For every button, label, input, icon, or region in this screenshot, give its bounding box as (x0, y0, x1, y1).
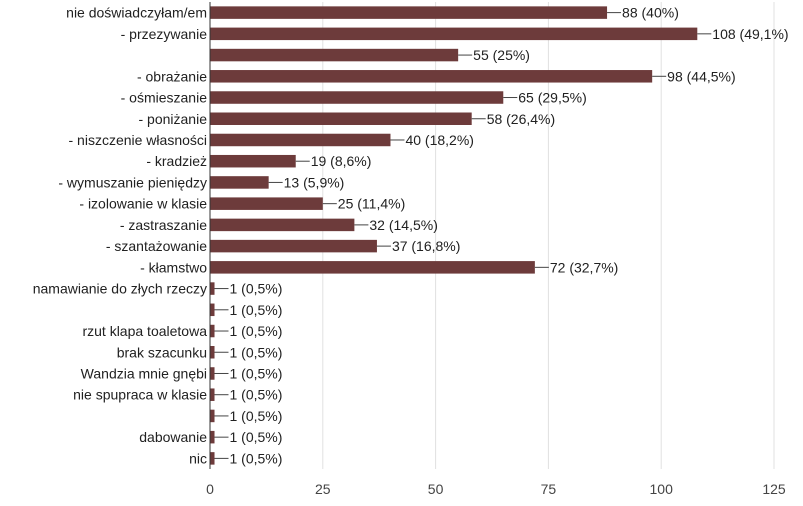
bar (210, 27, 698, 41)
bar (210, 176, 269, 189)
value-label: 1 (0,5%) (230, 365, 283, 381)
category-label: - kłamstwo (140, 259, 207, 275)
value-label: 58 (26,4%) (487, 111, 555, 127)
x-tick-labels: 0 25 50 75 100 125 (206, 481, 786, 497)
x-tick-label: 50 (428, 481, 444, 497)
bar (210, 409, 215, 423)
bar (210, 133, 391, 147)
bar (210, 112, 472, 125)
bar (210, 367, 215, 380)
category-label: nic (189, 450, 207, 466)
bar (210, 197, 323, 210)
category-label: nie spupraca w klasie (73, 387, 207, 403)
category-label: - obrażanie (137, 68, 207, 84)
x-tick-label: 25 (315, 481, 331, 497)
bar (210, 303, 215, 317)
value-label: 55 (25%) (473, 47, 530, 63)
category-label: brak szacunku (117, 344, 207, 360)
bar (210, 261, 535, 274)
value-label: 1 (0,5%) (230, 408, 283, 424)
value-label: 1 (0,5%) (230, 302, 283, 318)
bar (210, 324, 215, 338)
category-label: namawianie do złych rzeczy (33, 281, 207, 297)
value-label: 1 (0,5%) (230, 429, 283, 445)
value-label: 13 (5,9%) (284, 174, 345, 190)
category-label: - izolowanie w klasie (79, 196, 207, 212)
value-label: 37 (16,8%) (392, 238, 460, 254)
value-label: 1 (0,5%) (230, 387, 283, 403)
x-tick-label: 0 (206, 481, 214, 497)
x-tick-label: 125 (762, 481, 786, 497)
bar (210, 282, 215, 295)
bar (210, 218, 355, 232)
category-label: - ośmieszanie (121, 90, 208, 106)
bar (210, 430, 215, 444)
category-label: - zastraszanie (120, 217, 207, 233)
value-label: 65 (29,5%) (518, 90, 586, 106)
value-label: 19 (8,6%) (311, 153, 372, 169)
category-label: - szantażowanie (106, 238, 207, 254)
bar (210, 346, 215, 359)
bar (210, 91, 504, 104)
category-label: - przezywanie (121, 26, 208, 42)
category-label: rzut klapa toaletowa (82, 323, 207, 339)
bars (210, 6, 698, 465)
value-label: 1 (0,5%) (230, 344, 283, 360)
bar (210, 6, 608, 19)
bar (210, 239, 377, 253)
value-label: 98 (44,5%) (667, 68, 735, 84)
value-label: 108 (49,1%) (712, 26, 788, 42)
x-tick-label: 75 (541, 481, 557, 497)
value-label: 1 (0,5%) (230, 323, 283, 339)
bar (210, 48, 459, 62)
category-label: - wymuszanie pieniędzy (58, 174, 207, 190)
x-tick-label: 100 (650, 481, 674, 497)
value-label: 1 (0,5%) (230, 450, 283, 466)
value-labels: 88 (40%) 108 (49,1%) 55 (25%) 98 (44,5%) 65 … (214, 5, 789, 466)
value-label: 40 (18,2%) (405, 132, 473, 148)
bar (210, 154, 296, 168)
bar (210, 388, 215, 401)
category-labels: nie doświadczyłam/em - przezywanie - obraż… (33, 5, 208, 467)
value-label: 1 (0,5%) (230, 281, 283, 297)
value-label: 88 (40%) (622, 5, 679, 21)
category-label: dabowanie (139, 429, 207, 445)
bar (210, 452, 215, 465)
value-label: 25 (11,4%) (338, 196, 405, 212)
value-label: 72 (32,7%) (550, 259, 618, 275)
category-label: - kradzież (146, 153, 207, 169)
category-label: - niszczenie własności (69, 132, 208, 148)
category-label: - poniżanie (139, 111, 208, 127)
bar (210, 70, 653, 83)
value-label: 32 (14,5%) (369, 217, 437, 233)
category-label: Wandzia mnie gnębi (81, 365, 207, 381)
category-label: nie doświadczyłam/em (66, 5, 207, 21)
